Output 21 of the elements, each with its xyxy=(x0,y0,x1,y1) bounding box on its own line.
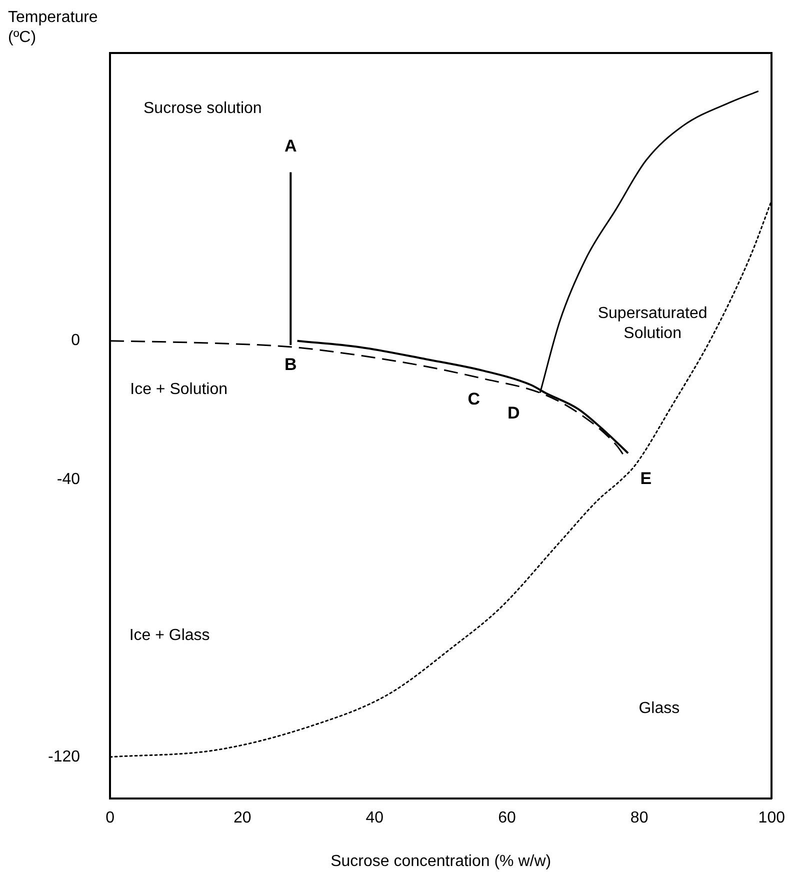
x-tick-label: 100 xyxy=(758,810,786,827)
x-tick-label: 20 xyxy=(233,810,252,827)
annotation: Sucrose solution xyxy=(144,100,262,117)
x-tick-label: 60 xyxy=(498,810,516,827)
annotation: Ice + Solution xyxy=(130,380,228,398)
y-axis-title: Temperature (ºC) xyxy=(8,8,98,48)
y-tick-label: -40 xyxy=(56,470,80,488)
x-tick-label: 40 xyxy=(366,810,384,827)
annotation: Glass xyxy=(638,700,680,717)
x-tick-label: 0 xyxy=(106,810,115,827)
y-tick-label: 0 xyxy=(71,332,80,350)
annotation: B xyxy=(284,354,297,374)
annotation: Supersaturated Solution xyxy=(598,304,708,342)
annotation: A xyxy=(284,136,297,156)
annotation: E xyxy=(640,469,652,488)
x-axis-title: Sucrose concentration (% w/w) xyxy=(330,852,552,870)
annotation: D xyxy=(507,403,520,422)
x-tick-label: 80 xyxy=(630,810,648,827)
annotation: Ice + Glass xyxy=(129,627,210,644)
y-tick-label: -120 xyxy=(48,748,80,766)
annotation: C xyxy=(468,389,480,408)
